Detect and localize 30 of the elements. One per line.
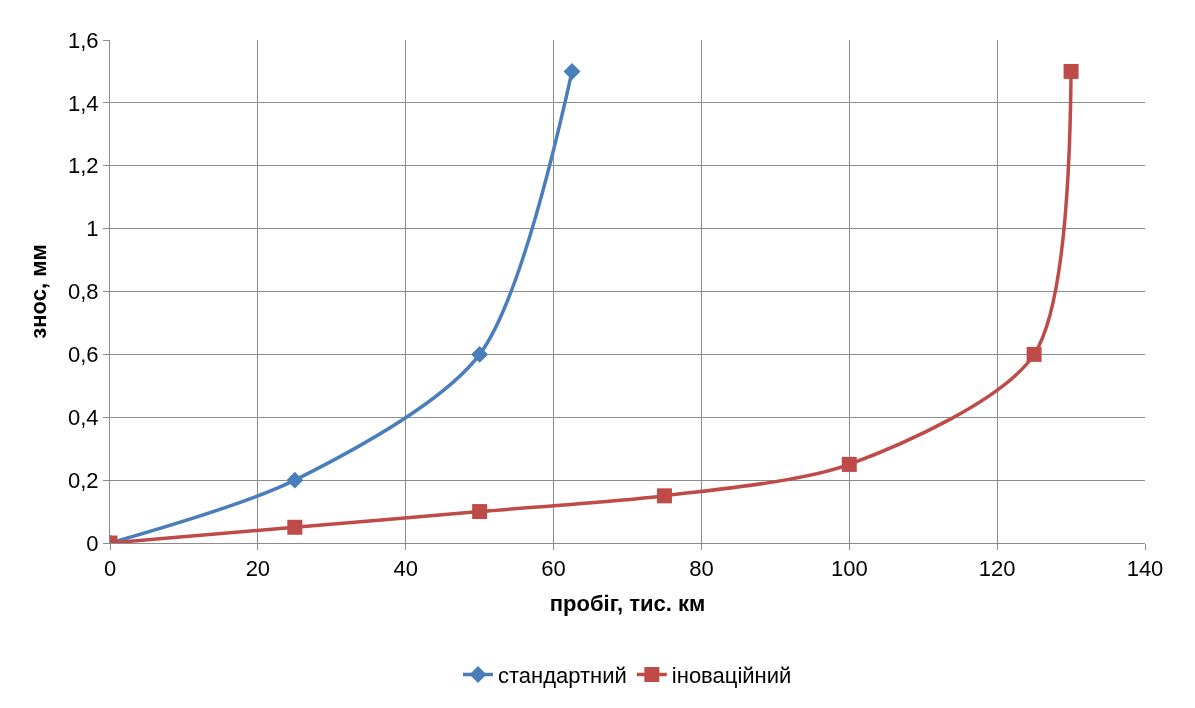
- point: [841, 456, 857, 472]
- x-axis-title: пробіг, тис. км: [549, 591, 706, 617]
- y-tick-label: 1: [86, 216, 99, 242]
- y-tick-label: 0,2: [68, 467, 99, 493]
- y-tick-label: 0,6: [68, 342, 99, 368]
- y-tick-label: 0,4: [68, 404, 99, 430]
- y-tick-label: 1,2: [68, 153, 99, 179]
- y-tick-label: 0: [86, 530, 99, 556]
- point: [287, 519, 303, 535]
- legend-label: іноваційний: [671, 663, 792, 689]
- x-tick-label: 140: [1126, 556, 1164, 582]
- x-tick-label: 60: [541, 556, 566, 582]
- x-tick-label: 80: [689, 556, 714, 582]
- y-tick-label: 0,8: [68, 279, 99, 305]
- x-tick-label: 120: [978, 556, 1016, 582]
- y-axis-title: знос, мм: [25, 244, 51, 339]
- point: [1063, 63, 1079, 79]
- point: [656, 488, 672, 504]
- y-tick-label: 1,6: [68, 27, 99, 53]
- point: [1026, 346, 1042, 362]
- y-tick-label: 1,4: [68, 90, 99, 116]
- point: [563, 62, 581, 80]
- x-tick-label: 20: [245, 556, 271, 582]
- x-tick-label: 100: [830, 556, 868, 582]
- x-tick-label: 40: [393, 556, 418, 582]
- point: [472, 504, 488, 520]
- point: [471, 345, 489, 363]
- legend-label: стандартний: [498, 663, 627, 689]
- point: [286, 471, 304, 489]
- x-tick-label: 0: [103, 556, 117, 582]
